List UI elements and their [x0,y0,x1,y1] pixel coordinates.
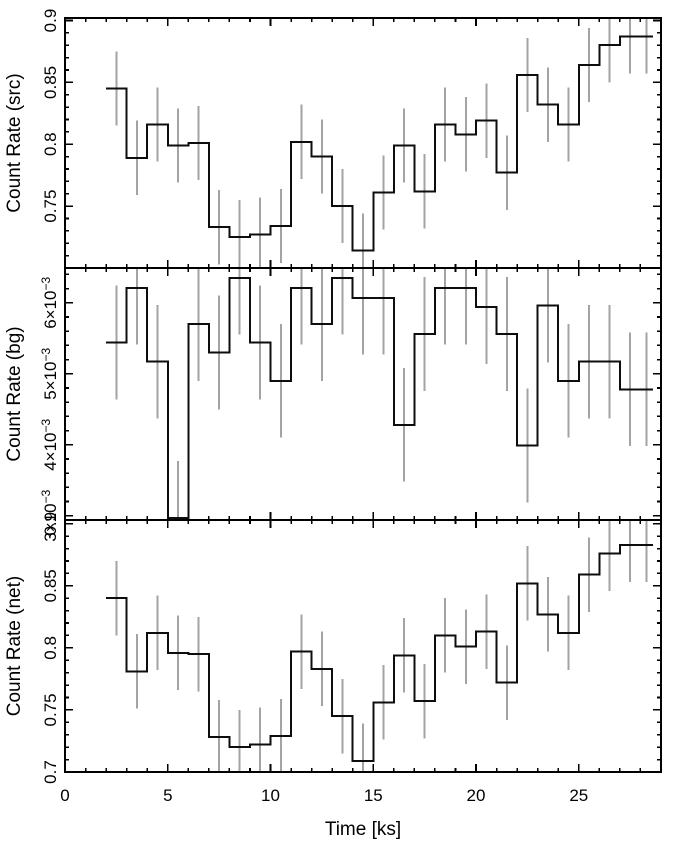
y-tick-label: 0.9 [41,9,60,33]
panel-border-net [64,519,662,773]
y-tick-label: 3×10−3 [39,489,60,541]
y-tick-label: 0.75 [41,190,60,223]
x-tick-label: 10 [261,786,280,805]
x-axis-title: Time [ks] [325,819,401,840]
x-tick-label: 15 [364,786,383,805]
y-tick-label: 0.75 [41,693,60,726]
y-tick-label: 0.8 [41,636,60,660]
y-tick-labels: 0.75 0.8 0.85 0.9 [41,9,60,223]
step-line-net [106,543,653,762]
step-line-bg [106,276,653,519]
x-tick-label: 0 [60,786,69,805]
y-tick-label: 0.85 [41,569,60,602]
step-line-src [106,35,653,252]
y-axis-title-net: Count Rate (net) [4,576,25,716]
panels-group: 0.750.80.850.93×10−34×10−35×10−36×10−30.… [39,9,662,805]
y-tick-labels: 3×10−3 4×10−3 5×10−3 6×10−3 [39,276,60,541]
y-tick-labels: 0.7 0.75 0.8 0.85 0.9 [41,512,60,784]
y-tick-label: 6×10−3 [39,276,60,328]
x-tick-label: 5 [163,786,172,805]
x-tick-label: 20 [467,786,486,805]
panel-net: 0.7 0.75 0.8 0.85 0.9 [41,512,662,784]
y-tick-label: 0.7 [41,760,60,784]
panel-bg: 3×10−3 4×10−3 5×10−3 6×10−3 [39,267,662,542]
y-tick-label: 5×10−3 [39,347,60,399]
y-tick-label: 0.9 [41,512,60,536]
x-tick-label: 25 [569,786,588,805]
y-axis-title-bg: Count Rate (bg) [4,326,25,461]
y-axis-title-src: Count Rate (src) [4,73,25,212]
y-tick-label: 4×10−3 [39,418,60,470]
x-ticks [64,18,642,268]
y-tick-label: 0.8 [41,132,60,156]
y-tick-label: 0.85 [41,66,60,99]
x-tick-labels: 0 5 10 15 20 25 [60,786,588,805]
